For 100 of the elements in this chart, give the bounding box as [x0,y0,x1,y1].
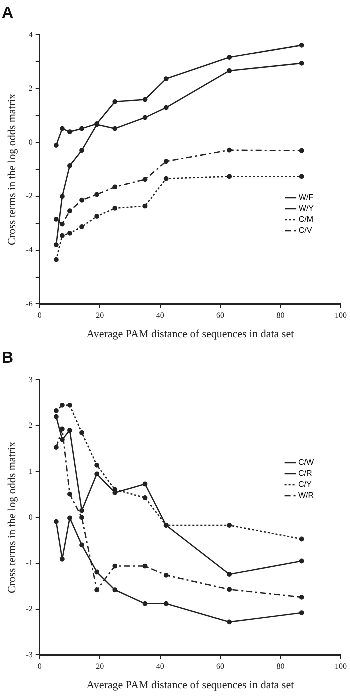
point [227,620,232,625]
point [299,174,304,180]
y-tick-label: 0 [28,512,33,522]
legend-label: C/Y [298,480,312,490]
point [299,536,304,542]
y-tick-label: -2 [26,192,33,201]
point [227,148,232,153]
point [80,430,84,436]
x-tick-label: 40 [156,662,164,672]
point [80,542,84,548]
point [54,143,59,148]
point [227,55,232,60]
legend-label: W/R [298,491,314,500]
point [142,177,148,182]
point [60,233,65,238]
point [164,76,169,82]
point [94,214,100,219]
point [68,492,72,497]
y-tick-label: -1 [26,558,33,568]
y-tick-label: 3 [28,375,33,384]
legend-label: W/F [298,193,314,202]
point [60,402,65,408]
point [80,515,84,520]
point [54,408,59,414]
point [227,523,232,528]
point [299,595,304,600]
point [94,463,100,468]
y-tick-label: -6 [26,299,33,308]
point [142,601,148,606]
point [60,426,65,432]
x-tick-label: 80 [276,311,285,320]
y-tick-label: 2 [28,421,33,430]
point [80,224,84,230]
x-tick-label: 80 [276,662,285,672]
point [227,587,232,592]
point [112,564,118,569]
point [54,414,59,420]
legend-label: C/V [298,226,313,236]
point [60,126,65,132]
point [68,428,72,434]
point [112,184,118,190]
point [142,204,148,209]
legend-label: C/W [298,458,314,468]
point [94,192,100,198]
x-tick-label: 40 [156,311,164,320]
legend-label: C/R [298,469,312,478]
point [142,496,148,500]
legend-label: W/Y [298,204,315,214]
point [142,97,148,102]
y-tick-label: -3 [26,650,33,660]
point [94,588,100,593]
point [80,508,84,514]
point [54,519,59,524]
point [68,163,72,168]
point [142,115,148,120]
x-axis-title: Average PAM distance of sequences in data set [86,328,294,340]
point [54,217,59,222]
point [54,445,59,450]
point [68,208,72,214]
point [142,564,148,569]
y-tick-label: 4 [28,30,33,40]
x-tick-label: 100 [335,662,347,672]
x-tick-label: 0 [38,311,42,320]
y-tick-label: 0 [28,138,33,147]
point [164,601,169,606]
point [227,68,232,74]
chart-title: B [2,350,14,368]
point [68,130,72,134]
x-tick-label: 20 [96,311,104,320]
y-tick-label: -2 [26,604,33,614]
y-tick-label: 2 [28,84,33,94]
point [164,176,169,182]
point [60,556,65,562]
x-tick-label: 100 [335,311,347,320]
point [68,402,72,408]
point [94,570,100,575]
point [112,126,118,132]
x-tick-label: 0 [38,662,42,672]
point [60,222,65,227]
y-axis-title: Cross terms in the log odds matrix [6,93,18,246]
point [80,148,84,154]
point [80,198,84,203]
point [164,573,169,578]
y-tick-label: 1 [28,466,33,476]
point [68,231,72,236]
point [54,242,59,248]
point [227,572,232,577]
x-tick-label: 60 [216,311,225,320]
x-tick-label: 60 [216,662,225,672]
point [299,60,304,66]
point [142,482,148,487]
y-tick-label: -4 [26,245,33,254]
point [80,126,84,132]
point [227,174,232,180]
point [299,610,304,616]
legend-label: C/M [298,215,314,224]
chart-title: A [2,5,14,22]
x-axis-title: Average PAM distance of sequences in data set [86,679,294,692]
point [164,159,169,164]
point [68,516,72,521]
